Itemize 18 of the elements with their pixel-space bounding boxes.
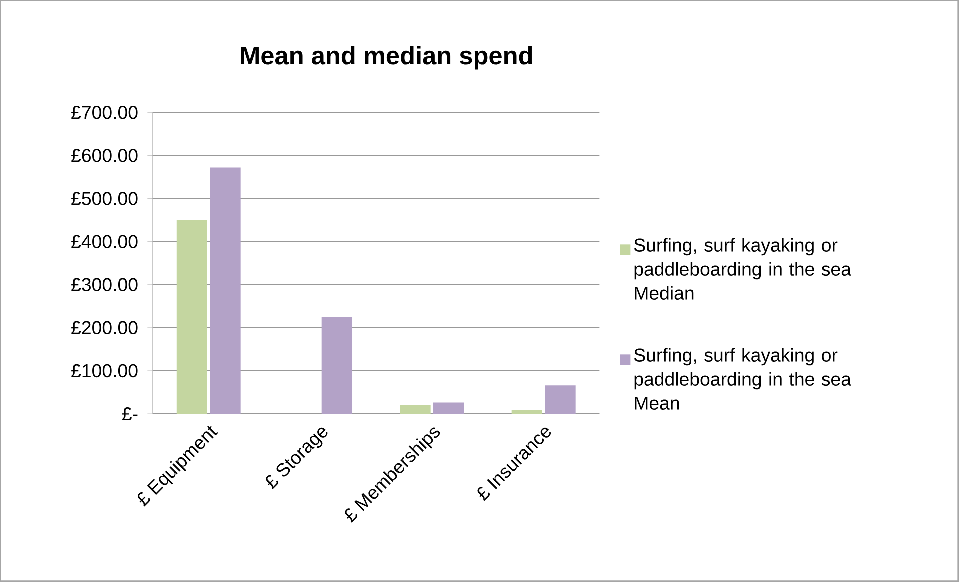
chart-title: Mean and median spend xyxy=(241,46,532,70)
y-tick-label: £500.00 xyxy=(72,192,138,206)
bar xyxy=(210,168,241,414)
y-tick-label: £700.00 xyxy=(72,106,138,120)
bar xyxy=(434,402,464,414)
y-tick-label: £100.00 xyxy=(72,364,138,378)
bar xyxy=(176,220,208,414)
bar xyxy=(322,317,353,414)
bar xyxy=(545,386,576,414)
legend-label: Surfing, surf kayaking or paddleboarding in the sea Median xyxy=(634,238,852,300)
y-tick-label: £600.00 xyxy=(72,149,138,162)
bar xyxy=(400,404,431,414)
y-tick-label: £- xyxy=(122,407,138,421)
y-tick-label: £400.00 xyxy=(72,235,138,248)
y-tick-label: £300.00 xyxy=(72,278,138,292)
bar xyxy=(512,410,543,414)
legend-label: Surfing, surf kayaking or paddleboarding in the sea Mean xyxy=(634,348,852,410)
y-tick-label: £200.00 xyxy=(72,321,138,335)
